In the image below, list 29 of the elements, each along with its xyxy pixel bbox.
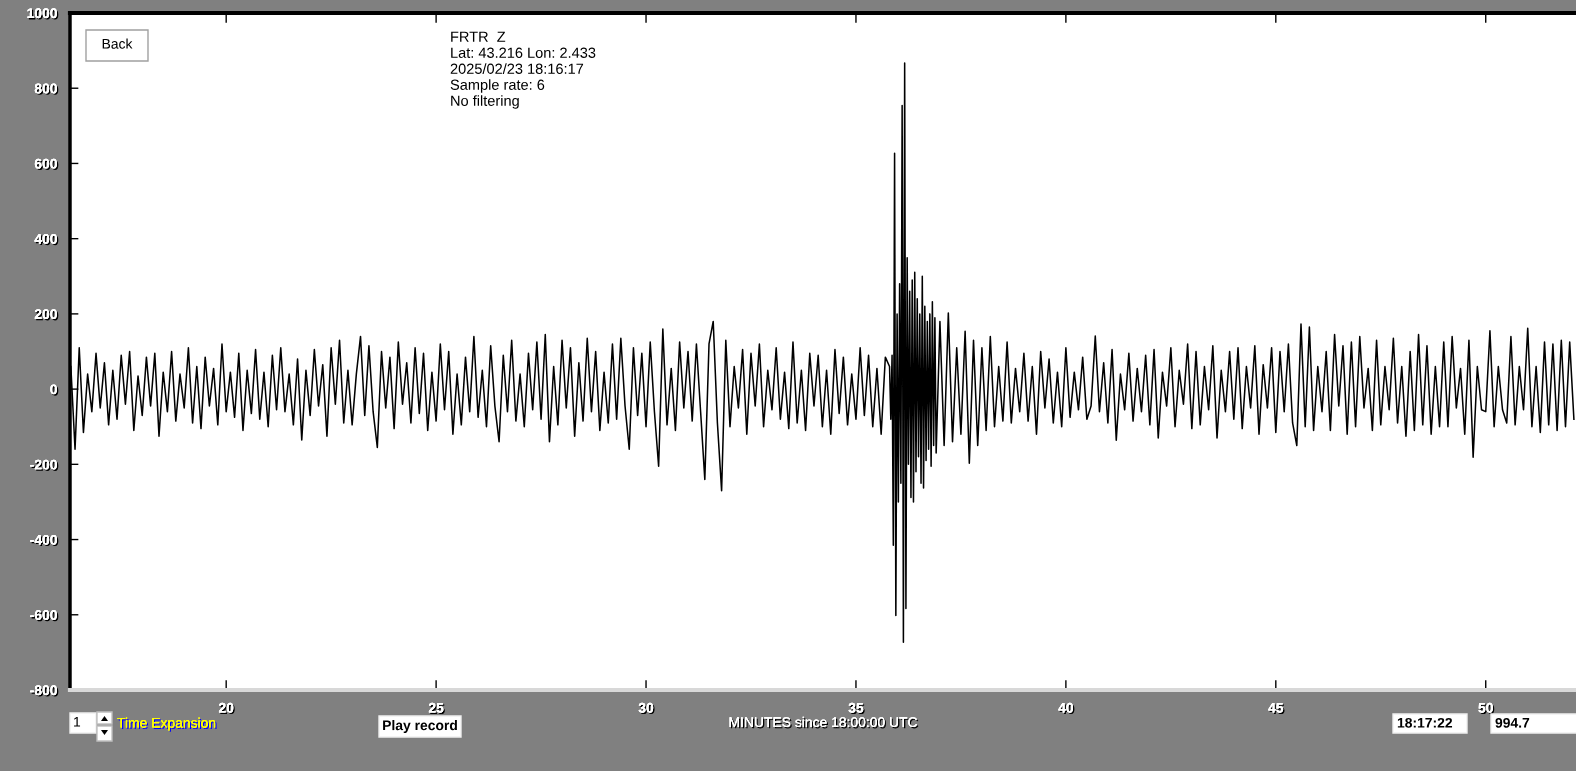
y-tick-label: 600 (34, 158, 59, 170)
y-tick-label: -200 (30, 459, 59, 471)
x-tick-label: 30 (638, 702, 655, 715)
y-tick-label: -400 (30, 534, 59, 547)
x-tick-label: 45 (1268, 703, 1285, 715)
annotation: Back (102, 38, 133, 49)
x-tick-label: 50 (1478, 702, 1495, 715)
annotation: FRTR Z (451, 31, 506, 42)
text: Time Expansion (117, 717, 217, 732)
x-tick-label: 25 (428, 702, 445, 715)
y-tick-label: -600 (30, 610, 59, 622)
annotation: Sample rate: 6 (450, 79, 545, 93)
x-tick-label: 35 (848, 702, 865, 715)
text: 994.7 (1495, 717, 1530, 728)
y-tick-label: -800 (30, 685, 59, 697)
y-tick-label: 1000 (27, 8, 59, 20)
x-tick-label: 20 (218, 702, 235, 715)
annotation: Lat: 43.216 Lon: 2.433 (451, 47, 596, 58)
y-tick-label: 800 (34, 83, 59, 95)
y-tick-label: 200 (34, 309, 59, 321)
annotation: 2025/02/23 18:16:17 (450, 63, 584, 74)
text: Play record (383, 720, 457, 733)
x-axis-title: MINUTES since 18:00:00 UTC (729, 716, 919, 729)
x-tick-label: 40 (1058, 702, 1075, 715)
text: 1 (74, 717, 81, 727)
y-tick-label: 0 (50, 384, 59, 396)
annotation: No filtering (451, 95, 519, 109)
y-tick-label: 400 (34, 234, 59, 246)
text: 18:17:22 (1397, 717, 1453, 728)
